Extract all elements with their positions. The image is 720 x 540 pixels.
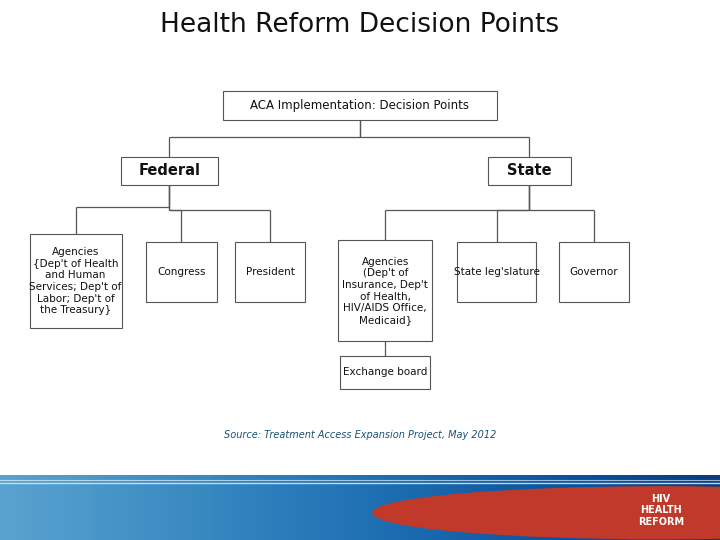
Text: Congress: Congress <box>157 267 206 276</box>
FancyBboxPatch shape <box>235 241 305 301</box>
Text: Governor: Governor <box>570 267 618 276</box>
Text: Agencies
(Dep't of
Insurance, Dep't
of Health,
HIV/AIDS Office,
Medicaid}: Agencies (Dep't of Insurance, Dep't of H… <box>342 256 428 325</box>
FancyBboxPatch shape <box>338 240 432 341</box>
Text: Exchange board: Exchange board <box>343 367 428 377</box>
Text: State leg'slature: State leg'slature <box>454 267 540 276</box>
Text: State: State <box>507 163 552 178</box>
Text: HIV
HEALTH
REFORM: HIV HEALTH REFORM <box>638 494 684 527</box>
FancyBboxPatch shape <box>146 241 217 301</box>
FancyBboxPatch shape <box>223 91 497 120</box>
Text: Agencies
{Dep't of Health
and Human
Services; Dep't of
Labor; Dep't of
the Treas: Agencies {Dep't of Health and Human Serv… <box>30 247 122 315</box>
Text: Federal: Federal <box>138 163 200 178</box>
Text: ACA Implementation: Decision Points: ACA Implementation: Decision Points <box>251 99 469 112</box>
FancyBboxPatch shape <box>488 157 571 185</box>
Text: President: President <box>246 267 294 276</box>
FancyBboxPatch shape <box>341 356 431 389</box>
FancyBboxPatch shape <box>559 241 629 301</box>
Text: Source: Treatment Access Expansion Project, May 2012: Source: Treatment Access Expansion Proje… <box>224 430 496 440</box>
Text: Health Reform Decision Points: Health Reform Decision Points <box>161 12 559 38</box>
Circle shape <box>373 487 720 539</box>
FancyBboxPatch shape <box>121 157 217 185</box>
FancyBboxPatch shape <box>30 234 122 328</box>
FancyBboxPatch shape <box>457 241 536 301</box>
